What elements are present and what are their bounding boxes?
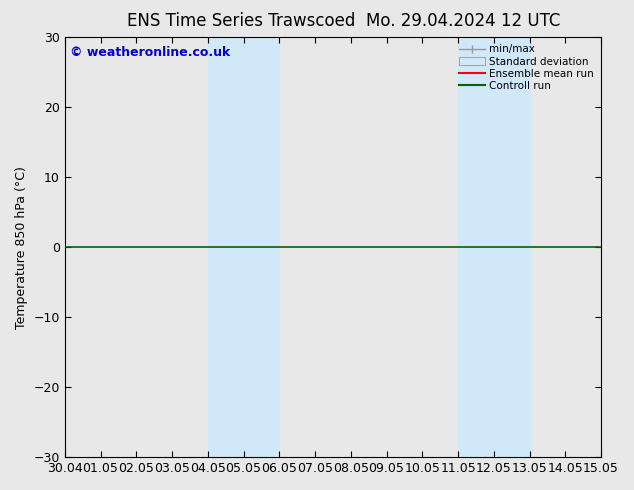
Legend: min/max, Standard deviation, Ensemble mean run, Controll run: min/max, Standard deviation, Ensemble me… — [456, 42, 596, 93]
Text: ENS Time Series Trawscoed: ENS Time Series Trawscoed — [127, 12, 355, 30]
Y-axis label: Temperature 850 hPa (°C): Temperature 850 hPa (°C) — [15, 166, 28, 329]
Bar — [458, 37, 529, 457]
Text: Mo. 29.04.2024 12 UTC: Mo. 29.04.2024 12 UTC — [366, 12, 560, 30]
Text: © weatheronline.co.uk: © weatheronline.co.uk — [70, 46, 230, 58]
Bar — [208, 37, 280, 457]
